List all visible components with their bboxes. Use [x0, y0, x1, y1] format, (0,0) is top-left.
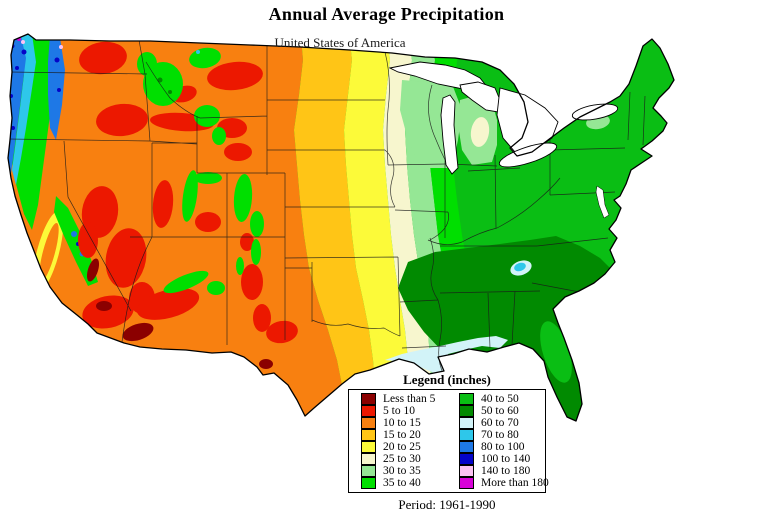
legend-item: 50 to 60	[459, 405, 545, 417]
legend-swatch	[361, 405, 376, 417]
legend-swatch	[459, 441, 474, 453]
legend-item: 100 to 140	[459, 453, 545, 465]
legend-label: 5 to 10	[383, 405, 415, 417]
map-region-gold-band	[294, 34, 378, 421]
legend-swatch	[459, 453, 474, 465]
legend-swatch	[361, 453, 376, 465]
legend-label: 80 to 100	[481, 441, 525, 453]
legend-column-right: 40 to 50 50 to 60 60 to 70 70 to 80 80 to 10…	[447, 390, 549, 492]
legend-label: More than 180	[481, 477, 549, 489]
legend-item: More than 180	[459, 477, 549, 489]
map-region-smokies	[514, 262, 526, 272]
legend-swatch	[361, 393, 376, 405]
legend-swatch	[361, 477, 376, 489]
legend-swatch	[459, 429, 474, 441]
map-region-florida-center	[540, 321, 572, 383]
legend-item: 20 to 25	[361, 441, 447, 453]
legend-item: 30 to 35	[361, 465, 447, 477]
legend-item: 35 to 40	[361, 477, 447, 489]
legend-swatch	[361, 417, 376, 429]
chesapeake-bay	[595, 185, 610, 219]
legend-item: 60 to 70	[459, 417, 545, 429]
legend-label: 50 to 60	[481, 405, 519, 417]
legend-item: Less than 5	[361, 393, 447, 405]
page-title: Annual Average Precipitation	[268, 4, 505, 24]
state-boundaries	[8, 39, 646, 376]
legend-swatch	[459, 417, 474, 429]
legend-swatch	[459, 465, 474, 477]
legend-label: 10 to 15	[383, 417, 421, 429]
legend-swatch	[459, 393, 474, 405]
us-outline	[7, 33, 675, 422]
legend-item: 15 to 20	[361, 429, 447, 441]
legend-swatch	[361, 441, 376, 453]
lake-michigan	[440, 94, 459, 175]
legend-label: 35 to 40	[383, 477, 421, 489]
period-label: Period: 1961-1990	[398, 497, 496, 512]
lake-erie	[498, 142, 558, 168]
map-region-yellow-band	[344, 34, 412, 421]
legend-swatch	[459, 477, 474, 489]
legend-label: Less than 5	[383, 393, 436, 405]
legend-swatch	[361, 429, 376, 441]
legend-label: 70 to 80	[481, 429, 519, 441]
legend-item: 70 to 80	[459, 429, 545, 441]
legend-label: 40 to 50	[481, 393, 519, 405]
legend-swatch	[361, 465, 376, 477]
legend-item: 5 to 10	[361, 405, 447, 417]
legend-label: 20 to 25	[383, 441, 421, 453]
legend-item: 10 to 15	[361, 417, 447, 429]
legend-item: 80 to 100	[459, 441, 545, 453]
legend-label: 100 to 140	[481, 453, 531, 465]
legend-label: 30 to 35	[383, 465, 421, 477]
legend-swatch	[459, 405, 474, 417]
legend-item: 40 to 50	[459, 393, 545, 405]
legend-title: Legend (inches)	[403, 372, 491, 387]
lake-ontario	[571, 103, 619, 121]
legend-item: 140 to 180	[459, 465, 545, 477]
legend-label: 60 to 70	[481, 417, 519, 429]
map-region-cream-band	[383, 34, 434, 421]
legend-item: 25 to 30	[361, 453, 447, 465]
legend-label: 140 to 180	[481, 465, 531, 477]
legend-label: 15 to 20	[383, 429, 421, 441]
map-region-sierra	[54, 196, 98, 286]
great-lakes	[388, 61, 619, 219]
page-subtitle: United States of America	[274, 35, 406, 50]
legend-label: 25 to 30	[383, 453, 421, 465]
